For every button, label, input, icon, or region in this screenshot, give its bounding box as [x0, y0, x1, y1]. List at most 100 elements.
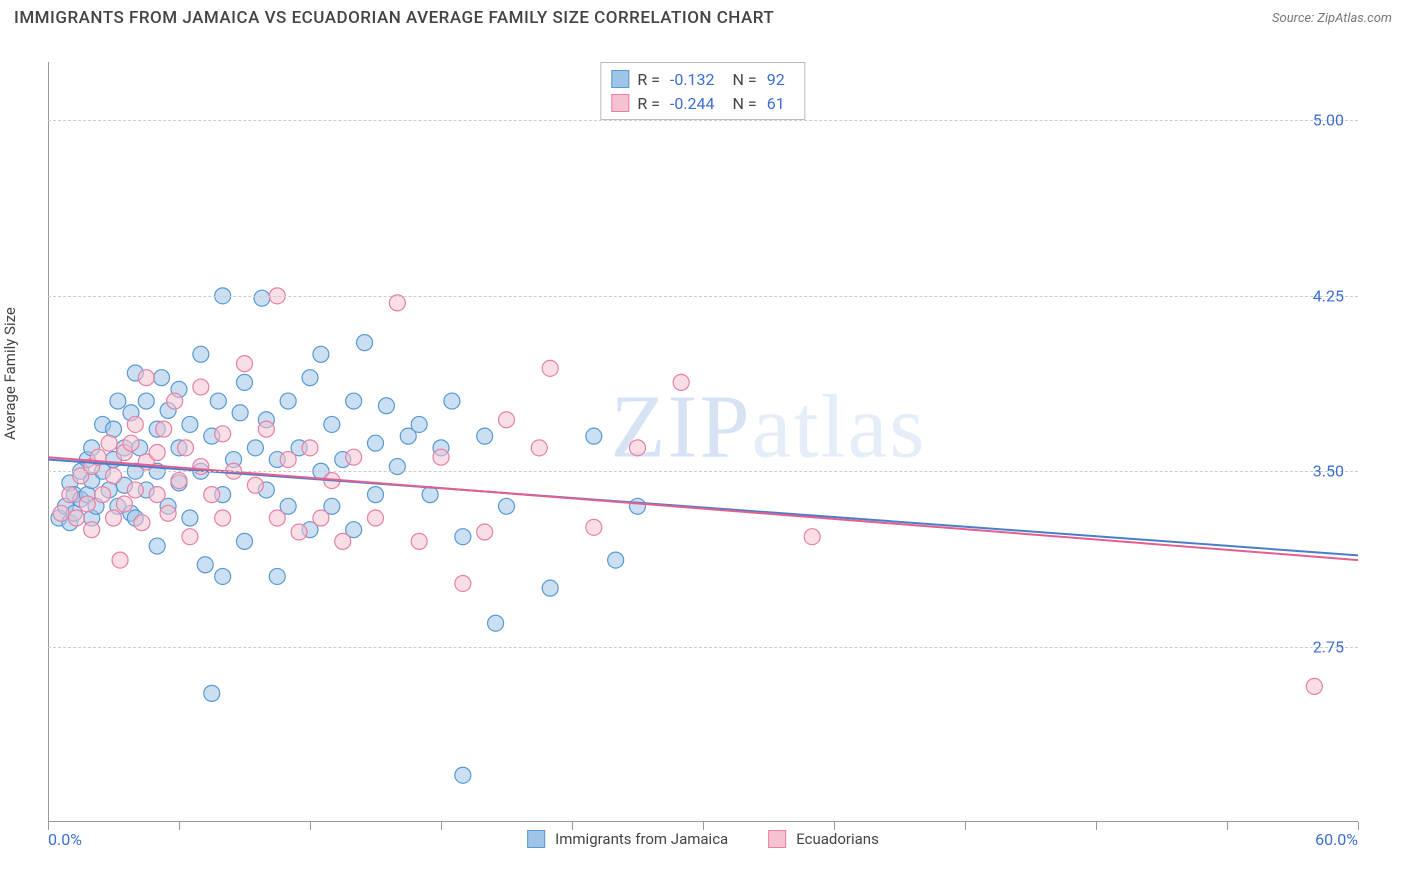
- data-point: [149, 487, 165, 503]
- n-label: N =: [733, 70, 757, 89]
- chart-title: IMMIGRANTS FROM JAMAICA VS ECUADORIAN AV…: [14, 8, 774, 28]
- data-point: [455, 767, 471, 783]
- data-point: [368, 435, 384, 451]
- data-point: [804, 529, 820, 545]
- r-label: R =: [637, 94, 660, 113]
- data-point: [127, 482, 143, 498]
- data-point: [138, 370, 154, 386]
- data-point: [154, 370, 170, 386]
- correlation-legend: R = -0.132 N = 92 R = -0.244 N = 61: [600, 62, 805, 120]
- data-point: [167, 393, 183, 409]
- data-point: [389, 295, 405, 311]
- x-axis-min-label: 0.0%: [48, 830, 82, 849]
- data-point: [127, 416, 143, 432]
- r-value-1: -0.244: [670, 94, 715, 113]
- data-point: [531, 440, 547, 456]
- data-point: [586, 519, 602, 535]
- data-point: [237, 374, 253, 390]
- data-point: [182, 510, 198, 526]
- data-point: [346, 449, 362, 465]
- x-tick: [965, 822, 966, 830]
- data-point: [79, 496, 95, 512]
- data-point: [62, 487, 78, 503]
- data-point: [68, 510, 84, 526]
- x-tick: [703, 822, 704, 830]
- x-tick: [1227, 822, 1228, 830]
- data-point: [499, 498, 515, 514]
- data-point: [302, 370, 318, 386]
- data-point: [171, 473, 187, 489]
- data-point: [215, 568, 231, 584]
- n-value-1: 61: [767, 94, 785, 113]
- data-point: [247, 440, 263, 456]
- data-point: [204, 685, 220, 701]
- data-point: [346, 393, 362, 409]
- x-tick: [441, 822, 442, 830]
- swatch-series-0-b: [527, 830, 545, 848]
- data-point: [302, 440, 318, 456]
- data-point: [542, 360, 558, 376]
- data-point: [368, 510, 384, 526]
- data-point: [197, 557, 213, 573]
- series-1-name: Ecuadorians: [796, 830, 879, 848]
- data-point: [149, 445, 165, 461]
- data-point: [237, 533, 253, 549]
- data-point: [182, 529, 198, 545]
- y-axis-label: Average Family Size: [1, 307, 19, 440]
- swatch-series-1: [611, 94, 629, 112]
- data-point: [313, 510, 329, 526]
- grid-line: [48, 296, 1358, 297]
- data-point: [433, 449, 449, 465]
- x-tick: [572, 822, 573, 830]
- data-point: [95, 487, 111, 503]
- plot-svg: [48, 62, 1358, 822]
- data-point: [673, 374, 689, 390]
- data-point: [210, 393, 226, 409]
- r-label: R =: [637, 70, 660, 89]
- n-label: N =: [733, 94, 757, 113]
- data-point: [193, 379, 209, 395]
- data-point: [106, 510, 122, 526]
- x-tick: [834, 822, 835, 830]
- data-point: [357, 335, 373, 351]
- data-point: [134, 515, 150, 531]
- series-legend: Immigrants from Jamaica Ecuadorians: [527, 830, 879, 848]
- data-point: [53, 505, 69, 521]
- data-point: [608, 552, 624, 568]
- x-tick: [1358, 822, 1359, 830]
- y-tick-label: 5.00: [1313, 111, 1344, 130]
- data-point: [149, 538, 165, 554]
- data-point: [269, 568, 285, 584]
- data-point: [422, 487, 438, 503]
- data-point: [630, 440, 646, 456]
- data-point: [112, 552, 128, 568]
- data-point: [258, 421, 274, 437]
- data-point: [215, 426, 231, 442]
- data-point: [444, 393, 460, 409]
- data-point: [586, 428, 602, 444]
- y-tick-label: 2.75: [1313, 637, 1344, 656]
- grid-line: [48, 120, 1358, 121]
- data-point: [110, 393, 126, 409]
- data-point: [269, 510, 285, 526]
- data-point: [254, 290, 270, 306]
- data-point: [411, 533, 427, 549]
- plot-area: ZIPatlas R = -0.132 N = 92 R = -0.244 N …: [48, 62, 1358, 822]
- source-label: Source: ZipAtlas.com: [1272, 11, 1392, 26]
- data-point: [542, 580, 558, 596]
- legend-row-0: R = -0.132 N = 92: [611, 67, 794, 91]
- series-0-name: Immigrants from Jamaica: [555, 830, 728, 848]
- data-point: [101, 435, 117, 451]
- data-point: [324, 416, 340, 432]
- data-point: [455, 529, 471, 545]
- data-point: [280, 452, 296, 468]
- data-point: [160, 505, 176, 521]
- data-point: [313, 346, 329, 362]
- x-tick: [1096, 822, 1097, 830]
- data-point: [488, 615, 504, 631]
- x-tick: [310, 822, 311, 830]
- data-point: [630, 498, 646, 514]
- data-point: [291, 524, 307, 540]
- data-point: [215, 510, 231, 526]
- x-axis-max-label: 60.0%: [1315, 830, 1358, 849]
